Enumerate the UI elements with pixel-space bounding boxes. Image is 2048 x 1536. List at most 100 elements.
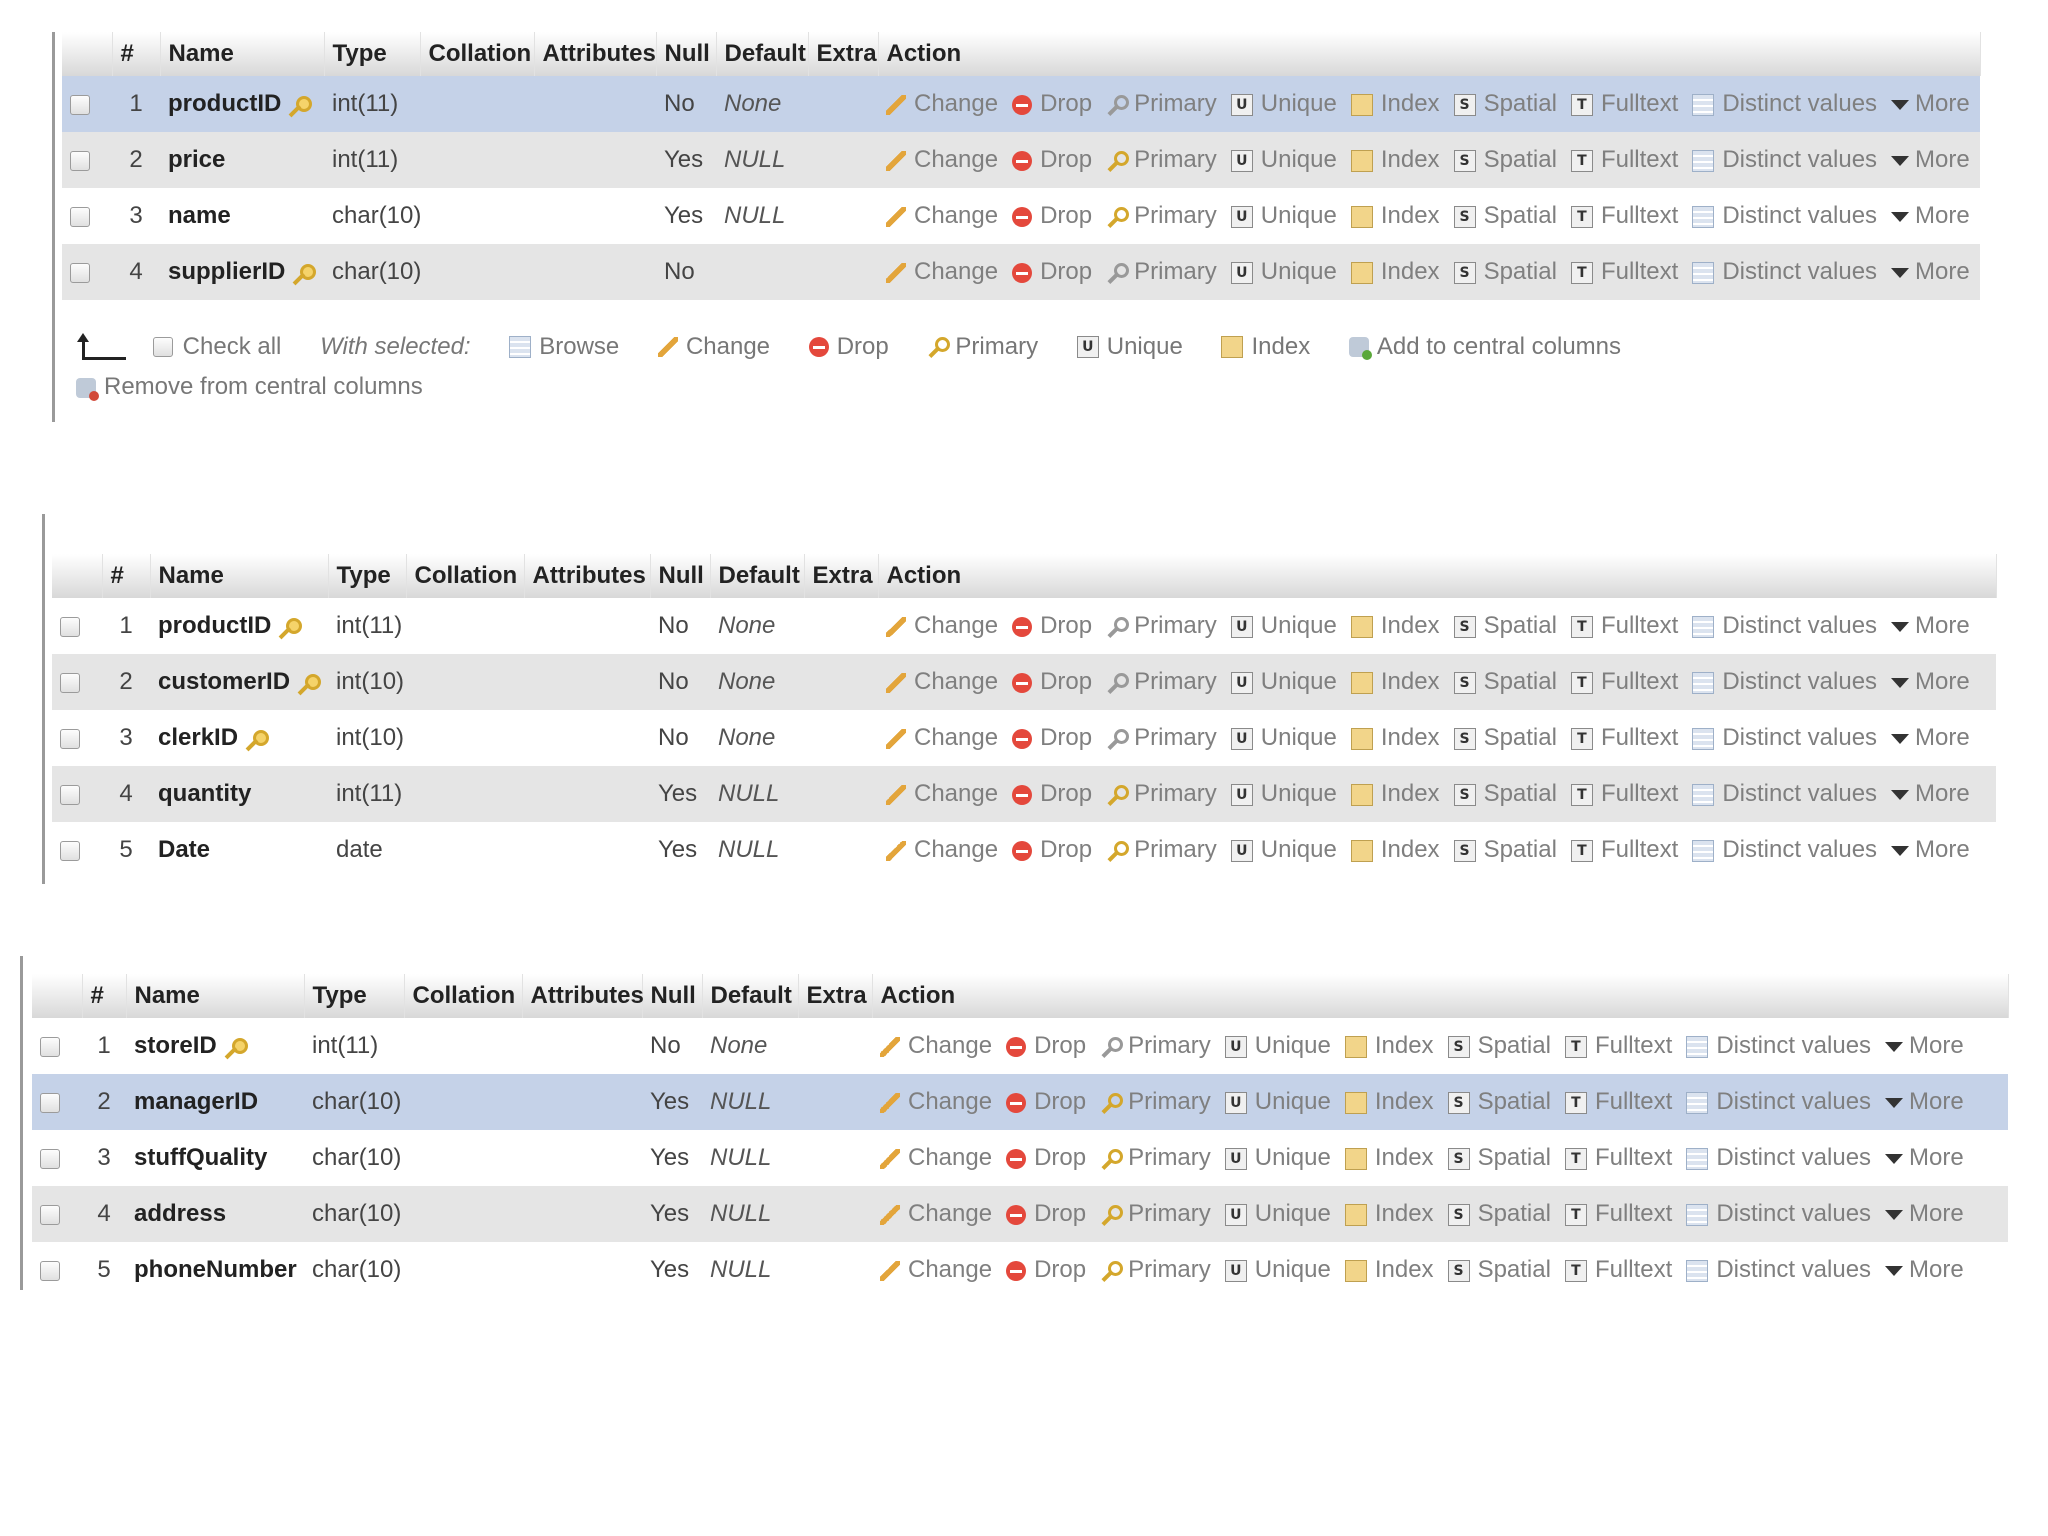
action-primary-button[interactable]: Primary	[1106, 724, 1217, 752]
action-unique-button[interactable]: U Unique	[1224, 1200, 1331, 1228]
action-distinct-button[interactable]: Distinct values	[1686, 1256, 1871, 1284]
action-unique-button[interactable]: U Unique	[1230, 90, 1337, 118]
col-header-num[interactable]: #	[82, 974, 127, 1018]
action-more-button[interactable]: More	[1885, 1032, 1964, 1060]
action-more-button[interactable]: More	[1885, 1088, 1964, 1116]
bulk-primary-button[interactable]: Primary	[927, 333, 1038, 361]
action-unique-button[interactable]: U Unique	[1224, 1256, 1331, 1284]
check-all-toggle[interactable]: Check all	[152, 333, 281, 361]
action-distinct-button[interactable]: Distinct values	[1692, 724, 1877, 752]
row-checkbox[interactable]	[60, 728, 80, 749]
action-more-button[interactable]: More	[1891, 146, 1970, 174]
action-change-button[interactable]: Change	[886, 202, 998, 230]
action-distinct-button[interactable]: Distinct values	[1692, 780, 1877, 808]
action-unique-button[interactable]: U Unique	[1230, 612, 1337, 640]
action-index-button[interactable]: Index	[1350, 146, 1440, 174]
col-header-type[interactable]: Type	[304, 974, 405, 1018]
action-distinct-button[interactable]: Distinct values	[1686, 1200, 1871, 1228]
action-primary-button[interactable]: Primary	[1100, 1144, 1211, 1172]
action-drop-button[interactable]: Drop	[1012, 90, 1092, 118]
col-header-extra[interactable]: Extra	[804, 554, 879, 598]
action-spatial-button[interactable]: S Spatial	[1453, 612, 1557, 640]
action-drop-button[interactable]: Drop	[1012, 258, 1092, 286]
action-fulltext-button[interactable]: T Fulltext	[1564, 1200, 1672, 1228]
action-fulltext-button[interactable]: T Fulltext	[1564, 1032, 1672, 1060]
action-index-button[interactable]: Index	[1350, 612, 1440, 640]
col-header-default[interactable]: Default	[716, 32, 809, 76]
action-primary-button[interactable]: Primary	[1100, 1032, 1211, 1060]
action-change-button[interactable]: Change	[886, 258, 998, 286]
action-spatial-button[interactable]: S Spatial	[1453, 780, 1557, 808]
action-unique-button[interactable]: U Unique	[1230, 258, 1337, 286]
col-header-null[interactable]: Null	[656, 32, 717, 76]
row-checkbox[interactable]	[40, 1092, 60, 1113]
action-drop-button[interactable]: Drop	[1012, 202, 1092, 230]
action-spatial-button[interactable]: S Spatial	[1447, 1032, 1551, 1060]
row-checkbox[interactable]	[70, 262, 90, 283]
add-central-columns-button[interactable]: Add to central columns	[1348, 333, 1621, 361]
action-change-button[interactable]: Change	[880, 1144, 992, 1172]
action-spatial-button[interactable]: S Spatial	[1453, 202, 1557, 230]
action-change-button[interactable]: Change	[886, 668, 998, 696]
row-checkbox[interactable]	[70, 94, 90, 115]
action-unique-button[interactable]: U Unique	[1230, 146, 1337, 174]
remove-central-columns-button[interactable]: Remove from central columns	[76, 373, 423, 401]
action-index-button[interactable]: Index	[1344, 1032, 1434, 1060]
action-distinct-button[interactable]: Distinct values	[1692, 612, 1877, 640]
action-change-button[interactable]: Change	[880, 1200, 992, 1228]
action-spatial-button[interactable]: S Spatial	[1453, 724, 1557, 752]
col-header-name[interactable]: Name	[150, 554, 329, 598]
action-change-button[interactable]: Change	[880, 1256, 992, 1284]
action-change-button[interactable]: Change	[886, 836, 998, 864]
action-unique-button[interactable]: U Unique	[1230, 780, 1337, 808]
col-header-default[interactable]: Default	[710, 554, 805, 598]
action-spatial-button[interactable]: S Spatial	[1453, 836, 1557, 864]
col-header-num[interactable]: #	[102, 554, 151, 598]
action-index-button[interactable]: Index	[1350, 836, 1440, 864]
action-fulltext-button[interactable]: T Fulltext	[1570, 668, 1678, 696]
col-header-type[interactable]: Type	[324, 32, 421, 76]
action-more-button[interactable]: More	[1891, 258, 1970, 286]
col-header-collation[interactable]: Collation	[406, 554, 525, 598]
action-fulltext-button[interactable]: T Fulltext	[1564, 1088, 1672, 1116]
action-primary-button[interactable]: Primary	[1100, 1200, 1211, 1228]
action-index-button[interactable]: Index	[1350, 202, 1440, 230]
action-primary-button[interactable]: Primary	[1106, 668, 1217, 696]
check-all-checkbox[interactable]	[152, 337, 173, 358]
action-unique-button[interactable]: U Unique	[1230, 724, 1337, 752]
row-checkbox[interactable]	[40, 1036, 60, 1057]
action-primary-button[interactable]: Primary	[1106, 780, 1217, 808]
row-checkbox[interactable]	[40, 1148, 60, 1169]
action-drop-button[interactable]: Drop	[1006, 1032, 1086, 1060]
col-header-extra[interactable]: Extra	[798, 974, 873, 1018]
col-header-type[interactable]: Type	[328, 554, 407, 598]
action-spatial-button[interactable]: S Spatial	[1453, 90, 1557, 118]
action-more-button[interactable]: More	[1891, 724, 1970, 752]
action-drop-button[interactable]: Drop	[1006, 1088, 1086, 1116]
action-unique-button[interactable]: U Unique	[1230, 668, 1337, 696]
bulk-change-button[interactable]: Change	[657, 333, 770, 361]
action-change-button[interactable]: Change	[886, 146, 998, 174]
action-drop-button[interactable]: Drop	[1006, 1144, 1086, 1172]
action-spatial-button[interactable]: S Spatial	[1447, 1144, 1551, 1172]
action-more-button[interactable]: More	[1891, 202, 1970, 230]
action-spatial-button[interactable]: S Spatial	[1447, 1088, 1551, 1116]
action-primary-button[interactable]: Primary	[1106, 612, 1217, 640]
action-more-button[interactable]: More	[1891, 612, 1970, 640]
row-checkbox[interactable]	[40, 1204, 60, 1225]
action-index-button[interactable]: Index	[1350, 780, 1440, 808]
action-distinct-button[interactable]: Distinct values	[1692, 90, 1877, 118]
action-drop-button[interactable]: Drop	[1006, 1256, 1086, 1284]
action-drop-button[interactable]: Drop	[1012, 724, 1092, 752]
col-header-attributes[interactable]: Attributes	[534, 32, 657, 76]
action-primary-button[interactable]: Primary	[1106, 202, 1217, 230]
action-change-button[interactable]: Change	[880, 1032, 992, 1060]
action-index-button[interactable]: Index	[1350, 668, 1440, 696]
action-index-button[interactable]: Index	[1344, 1256, 1434, 1284]
action-fulltext-button[interactable]: T Fulltext	[1570, 724, 1678, 752]
row-checkbox[interactable]	[70, 206, 90, 227]
row-checkbox[interactable]	[60, 672, 80, 693]
action-fulltext-button[interactable]: T Fulltext	[1570, 836, 1678, 864]
action-distinct-button[interactable]: Distinct values	[1686, 1032, 1871, 1060]
action-change-button[interactable]: Change	[886, 90, 998, 118]
